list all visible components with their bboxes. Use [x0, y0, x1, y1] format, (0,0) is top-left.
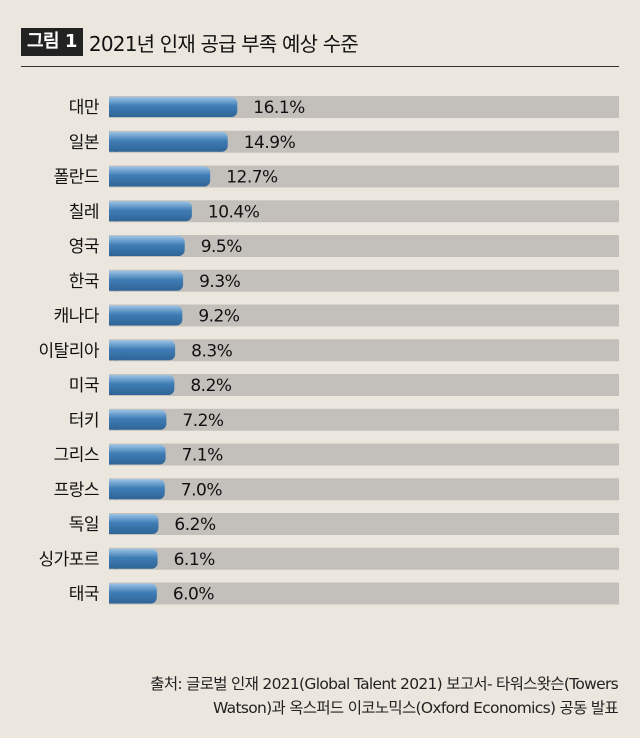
bar-cap — [109, 97, 117, 117]
source-line-2: Watson)과 옥스퍼드 이코노믹스(Oxford Economics) 공동… — [213, 699, 619, 717]
value-label: 9.2% — [198, 307, 240, 327]
bar-track — [109, 304, 619, 327]
source-note: 출처: 글로벌 인재 2021(Global Talent 2021) 보고서-… — [18, 672, 618, 720]
bar — [109, 548, 158, 569]
bar-track — [109, 582, 619, 605]
category-label: 태국 — [69, 585, 99, 605]
bar — [109, 583, 157, 604]
value-label: 8.3% — [191, 341, 233, 361]
bar-track — [109, 200, 619, 223]
value-label: 8.2% — [190, 376, 232, 396]
bar-track — [109, 130, 619, 153]
category-label: 프랑스 — [54, 480, 99, 500]
bar — [109, 166, 211, 187]
bar — [109, 340, 176, 361]
bar-track — [109, 165, 619, 188]
value-label: 12.7% — [226, 168, 278, 188]
bar-cap — [109, 340, 117, 361]
bar-cap — [109, 375, 117, 395]
bar — [109, 201, 192, 222]
bar-track — [109, 478, 619, 501]
bar-track — [109, 269, 619, 292]
bar-track — [109, 235, 619, 257]
source-line-1: 출처: 글로벌 인재 2021(Global Talent 2021) 보고서-… — [150, 675, 618, 693]
category-label: 일본 — [69, 133, 99, 153]
value-label: 9.3% — [199, 272, 241, 292]
category-label: 폴란드 — [54, 168, 99, 188]
value-label: 16.1% — [253, 98, 305, 118]
bar-track — [109, 339, 619, 362]
category-label: 독일 — [69, 515, 99, 535]
bar-cap — [109, 583, 117, 604]
bar — [109, 409, 167, 430]
bar-track — [109, 547, 619, 570]
bar-track — [109, 443, 619, 466]
bar-track — [109, 408, 619, 431]
category-label: 미국 — [69, 376, 99, 396]
bar — [109, 270, 184, 291]
value-label: 9.5% — [201, 237, 243, 257]
bar-track — [109, 513, 619, 535]
bar — [109, 236, 185, 256]
bar-cap — [109, 201, 117, 222]
value-label: 10.4% — [208, 202, 260, 222]
value-label: 6.1% — [174, 550, 216, 570]
category-label: 이탈리아 — [38, 341, 99, 361]
value-label: 7.2% — [182, 411, 224, 431]
bar-cap — [109, 548, 117, 569]
bar-cap — [109, 166, 117, 187]
value-label: 14.9% — [244, 133, 296, 153]
bar — [109, 479, 165, 500]
bar — [109, 514, 159, 534]
category-label: 영국 — [69, 237, 99, 257]
bar-cap — [109, 270, 117, 291]
category-label: 그리스 — [54, 446, 99, 466]
bar-track — [109, 374, 619, 396]
bar — [109, 97, 238, 117]
value-label: 7.1% — [182, 446, 224, 466]
value-label: 6.2% — [174, 515, 216, 535]
category-label: 칠레 — [69, 202, 99, 222]
bar — [109, 375, 175, 395]
category-label: 싱가포르 — [38, 550, 99, 570]
category-label: 캐나다 — [54, 307, 100, 327]
bar-cap — [109, 444, 117, 465]
chart-title: 2021년 인재 공급 부족 예상 수준 — [88, 31, 359, 56]
bar — [109, 305, 183, 326]
bar — [109, 131, 228, 152]
figure-header: 그림 1 2021년 인재 공급 부족 예상 수준 — [21, 28, 359, 56]
bar — [109, 444, 166, 465]
value-label: 7.0% — [181, 480, 223, 500]
header-rule — [21, 66, 619, 67]
bar-chart: 대만 16.1% 일본 14.9% 폴란드 12.7% 칠레 10.4% 영국 9.5% 한국 9.3… — [38, 96, 619, 605]
bar-cap — [109, 305, 117, 326]
bar-cap — [109, 131, 117, 152]
bar-cap — [109, 409, 117, 430]
bar-cap — [109, 479, 117, 500]
bar-cap — [109, 236, 117, 256]
value-label: 6.0% — [173, 585, 215, 605]
category-label: 한국 — [69, 272, 99, 292]
bar-cap — [109, 514, 117, 534]
figure-label: 그림 1 — [21, 28, 83, 56]
category-label: 대만 — [69, 98, 100, 118]
category-label: 터키 — [69, 411, 99, 431]
